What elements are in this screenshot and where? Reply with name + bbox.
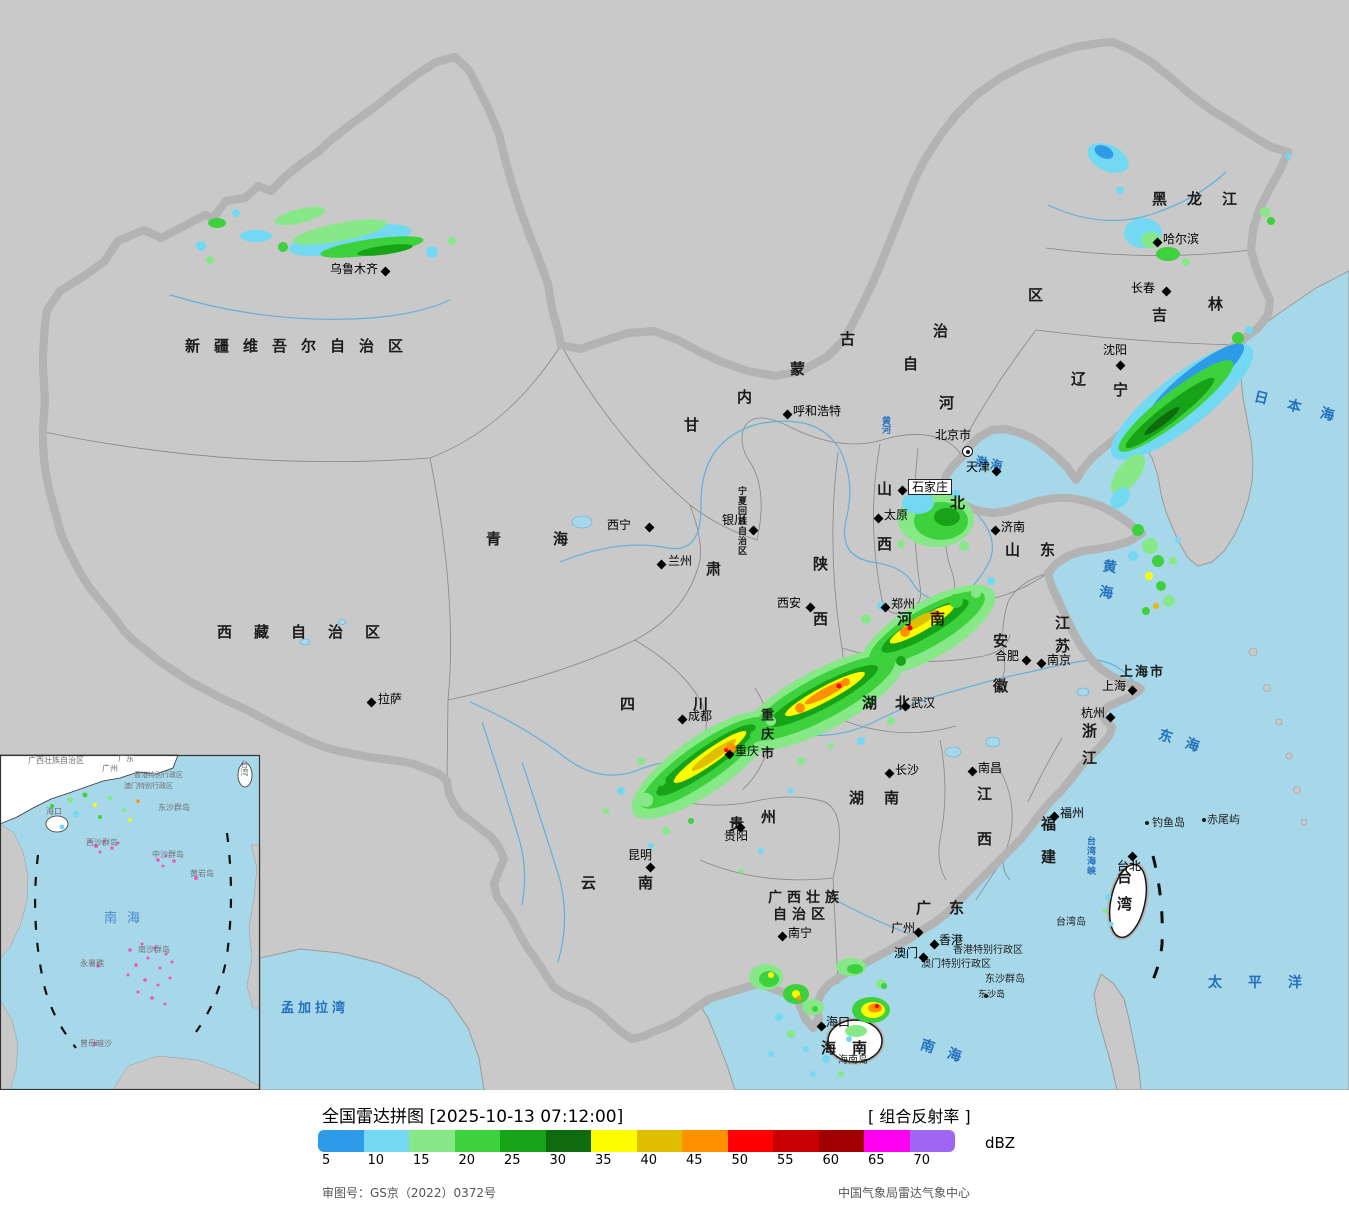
approval-number: 审图号：GS京（2022）0372号 (322, 1186, 496, 1200)
legend-swatch-50 (727, 1130, 773, 1152)
china-radar-map: 新疆维吾尔自治区 西藏自治区 青海甘肃内蒙古自治区黑龙江吉林辽宁河北山西 山东 陕西 河南… (0, 0, 1349, 1090)
inset-radar-specks (50, 792, 140, 830)
colorbar (318, 1130, 955, 1152)
legend-value: 25 (504, 1153, 521, 1168)
legend-swatch-15 (409, 1130, 455, 1152)
map-graphic (0, 0, 1349, 1090)
legend-value: 65 (868, 1153, 885, 1168)
south-china-sea-inset (0, 754, 261, 1090)
legend-swatch-30 (545, 1130, 591, 1152)
inset-border (0, 754, 261, 1090)
lakes (299, 515, 1090, 758)
inset-reef-marks (88, 840, 198, 1046)
legend-swatch-5 (318, 1130, 364, 1152)
unit-label: dBZ (985, 1134, 1016, 1152)
maritime-boundary-dashes (1146, 855, 1164, 991)
legend-value: 35 (595, 1153, 612, 1168)
legend-panel: 全国雷达拼图 [2025-10-13 07:12:00] [ 组合反射率 ] d… (0, 1090, 1349, 1208)
luzon-island (1093, 973, 1142, 1090)
product-label: [ 组合反射率 ] (868, 1107, 971, 1126)
credit: 中国气象局雷达气象中心 (838, 1186, 971, 1200)
legend-value: 55 (777, 1153, 794, 1168)
legend-swatch-25 (500, 1130, 546, 1152)
legend-swatch-65 (864, 1130, 910, 1152)
map-title: 全国雷达拼图 [2025-10-13 07:12:00] (322, 1107, 624, 1127)
ryukyu-islands (1248, 647, 1308, 826)
legend-swatch-35 (591, 1130, 637, 1152)
small-islands (984, 818, 1206, 998)
bay-of-bengal (259, 948, 485, 1090)
legend-swatch-60 (818, 1130, 864, 1152)
legend-value: 20 (458, 1153, 476, 1168)
legend-value: 15 (413, 1153, 430, 1168)
legend-value: 40 (640, 1153, 658, 1168)
legend-value: 45 (686, 1153, 703, 1168)
colorbar-values: 5 10 15 20 25 30 35 40 45 50 55 60 65 70 (318, 1153, 955, 1168)
legend-value: 70 (913, 1153, 931, 1168)
radar-echoes (196, 142, 1291, 1077)
legend-swatch-40 (636, 1130, 682, 1152)
legend-value: 30 (549, 1153, 567, 1168)
legend-value: 10 (367, 1153, 385, 1168)
legend-swatch-45 (682, 1130, 728, 1152)
legend-value: 5 (322, 1153, 331, 1168)
legend-swatch-70 (909, 1130, 955, 1152)
legend-swatch-55 (773, 1130, 819, 1152)
legend-swatch-20 (454, 1130, 500, 1152)
province-borders (43, 247, 1252, 985)
legend-value: 50 (731, 1153, 749, 1168)
legend-swatch-10 (363, 1130, 409, 1152)
legend-value: 60 (822, 1153, 840, 1168)
